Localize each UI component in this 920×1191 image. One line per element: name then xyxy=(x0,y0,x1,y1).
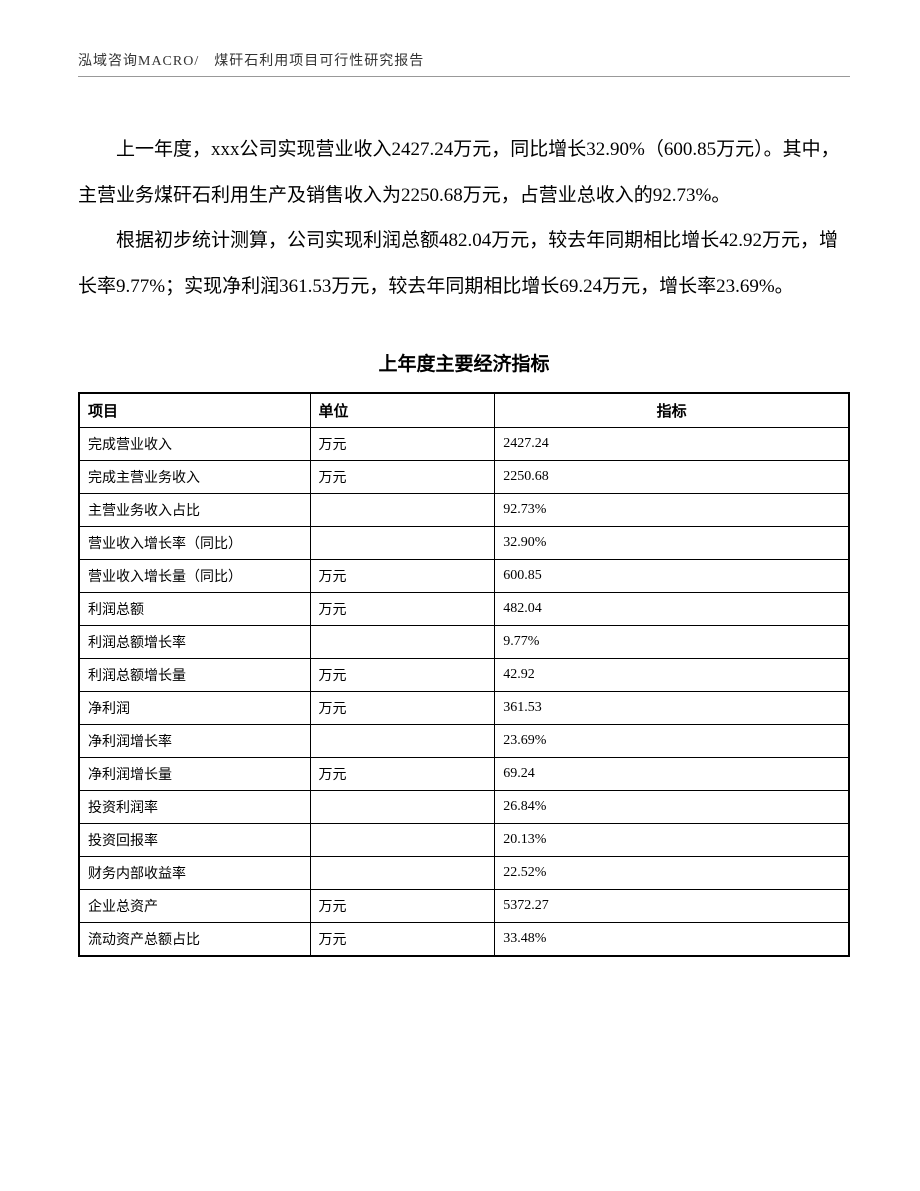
table-cell-value: 5372.27 xyxy=(495,890,849,923)
table-body: 完成营业收入 万元 2427.24 完成主营业务收入 万元 2250.68 主营… xyxy=(79,428,849,957)
table-cell-unit xyxy=(310,824,495,857)
table-row: 主营业务收入占比 92.73% xyxy=(79,494,849,527)
table-header-value: 指标 xyxy=(495,393,849,428)
page-header: 泓域咨询MACRO/ 煤矸石利用项目可行性研究报告 xyxy=(78,50,850,77)
paragraph-2: 根据初步统计测算，公司实现利润总额482.04万元，较去年同期相比增长42.92… xyxy=(78,218,850,309)
paragraph-1: 上一年度，xxx公司实现营业收入2427.24万元，同比增长32.90%（600… xyxy=(78,127,850,218)
table-row: 净利润增长量 万元 69.24 xyxy=(79,758,849,791)
table-cell-value: 20.13% xyxy=(495,824,849,857)
table-cell-value: 23.69% xyxy=(495,725,849,758)
table-row: 完成主营业务收入 万元 2250.68 xyxy=(79,461,849,494)
table-cell-item: 营业收入增长率（同比） xyxy=(79,527,310,560)
table-cell-unit: 万元 xyxy=(310,692,495,725)
table-cell-value: 26.84% xyxy=(495,791,849,824)
table-cell-unit: 万元 xyxy=(310,758,495,791)
table-row: 利润总额增长量 万元 42.92 xyxy=(79,659,849,692)
table-cell-value: 9.77% xyxy=(495,626,849,659)
table-title: 上年度主要经济指标 xyxy=(78,349,850,376)
table-row: 投资利润率 26.84% xyxy=(79,791,849,824)
table-cell-item: 企业总资产 xyxy=(79,890,310,923)
header-text: 泓域咨询MACRO/ 煤矸石利用项目可行性研究报告 xyxy=(78,54,424,69)
table-row: 投资回报率 20.13% xyxy=(79,824,849,857)
table-row: 利润总额增长率 9.77% xyxy=(79,626,849,659)
table-cell-unit xyxy=(310,791,495,824)
table-row: 净利润增长率 23.69% xyxy=(79,725,849,758)
table-row: 流动资产总额占比 万元 33.48% xyxy=(79,923,849,957)
table-cell-value: 42.92 xyxy=(495,659,849,692)
table-cell-item: 净利润 xyxy=(79,692,310,725)
table-cell-item: 投资利润率 xyxy=(79,791,310,824)
table-cell-unit: 万元 xyxy=(310,560,495,593)
table-row: 完成营业收入 万元 2427.24 xyxy=(79,428,849,461)
table-cell-value: 2427.24 xyxy=(495,428,849,461)
table-cell-item: 投资回报率 xyxy=(79,824,310,857)
table-cell-unit xyxy=(310,494,495,527)
table-row: 营业收入增长量（同比） 万元 600.85 xyxy=(79,560,849,593)
table-cell-value: 361.53 xyxy=(495,692,849,725)
table-cell-item: 流动资产总额占比 xyxy=(79,923,310,957)
table-header-unit: 单位 xyxy=(310,393,495,428)
table-cell-value: 32.90% xyxy=(495,527,849,560)
table-row: 净利润 万元 361.53 xyxy=(79,692,849,725)
table-cell-item: 完成主营业务收入 xyxy=(79,461,310,494)
table-cell-item: 完成营业收入 xyxy=(79,428,310,461)
table-cell-item: 营业收入增长量（同比） xyxy=(79,560,310,593)
table-cell-unit: 万元 xyxy=(310,923,495,957)
table-cell-unit: 万元 xyxy=(310,461,495,494)
table-cell-unit: 万元 xyxy=(310,890,495,923)
table-row: 企业总资产 万元 5372.27 xyxy=(79,890,849,923)
table-row: 利润总额 万元 482.04 xyxy=(79,593,849,626)
table-cell-item: 净利润增长率 xyxy=(79,725,310,758)
table-cell-unit: 万元 xyxy=(310,659,495,692)
table-cell-item: 主营业务收入占比 xyxy=(79,494,310,527)
table-row: 财务内部收益率 22.52% xyxy=(79,857,849,890)
table-cell-value: 33.48% xyxy=(495,923,849,957)
table-cell-value: 2250.68 xyxy=(495,461,849,494)
table-cell-item: 利润总额增长量 xyxy=(79,659,310,692)
body-content: 上一年度，xxx公司实现营业收入2427.24万元，同比增长32.90%（600… xyxy=(78,127,850,309)
table-cell-item: 利润总额增长率 xyxy=(79,626,310,659)
table-cell-unit xyxy=(310,626,495,659)
table-cell-value: 69.24 xyxy=(495,758,849,791)
table-cell-unit xyxy=(310,857,495,890)
table-cell-item: 利润总额 xyxy=(79,593,310,626)
table-cell-unit xyxy=(310,527,495,560)
table-cell-unit: 万元 xyxy=(310,428,495,461)
table-cell-value: 22.52% xyxy=(495,857,849,890)
table-cell-unit: 万元 xyxy=(310,593,495,626)
table-cell-value: 92.73% xyxy=(495,494,849,527)
table-cell-item: 净利润增长量 xyxy=(79,758,310,791)
table-cell-unit xyxy=(310,725,495,758)
table-cell-value: 482.04 xyxy=(495,593,849,626)
economic-indicators-table: 项目 单位 指标 完成营业收入 万元 2427.24 完成主营业务收入 万元 2… xyxy=(78,392,850,957)
table-header-row: 项目 单位 指标 xyxy=(79,393,849,428)
table-header-item: 项目 xyxy=(79,393,310,428)
table-cell-value: 600.85 xyxy=(495,560,849,593)
table-row: 营业收入增长率（同比） 32.90% xyxy=(79,527,849,560)
table-cell-item: 财务内部收益率 xyxy=(79,857,310,890)
